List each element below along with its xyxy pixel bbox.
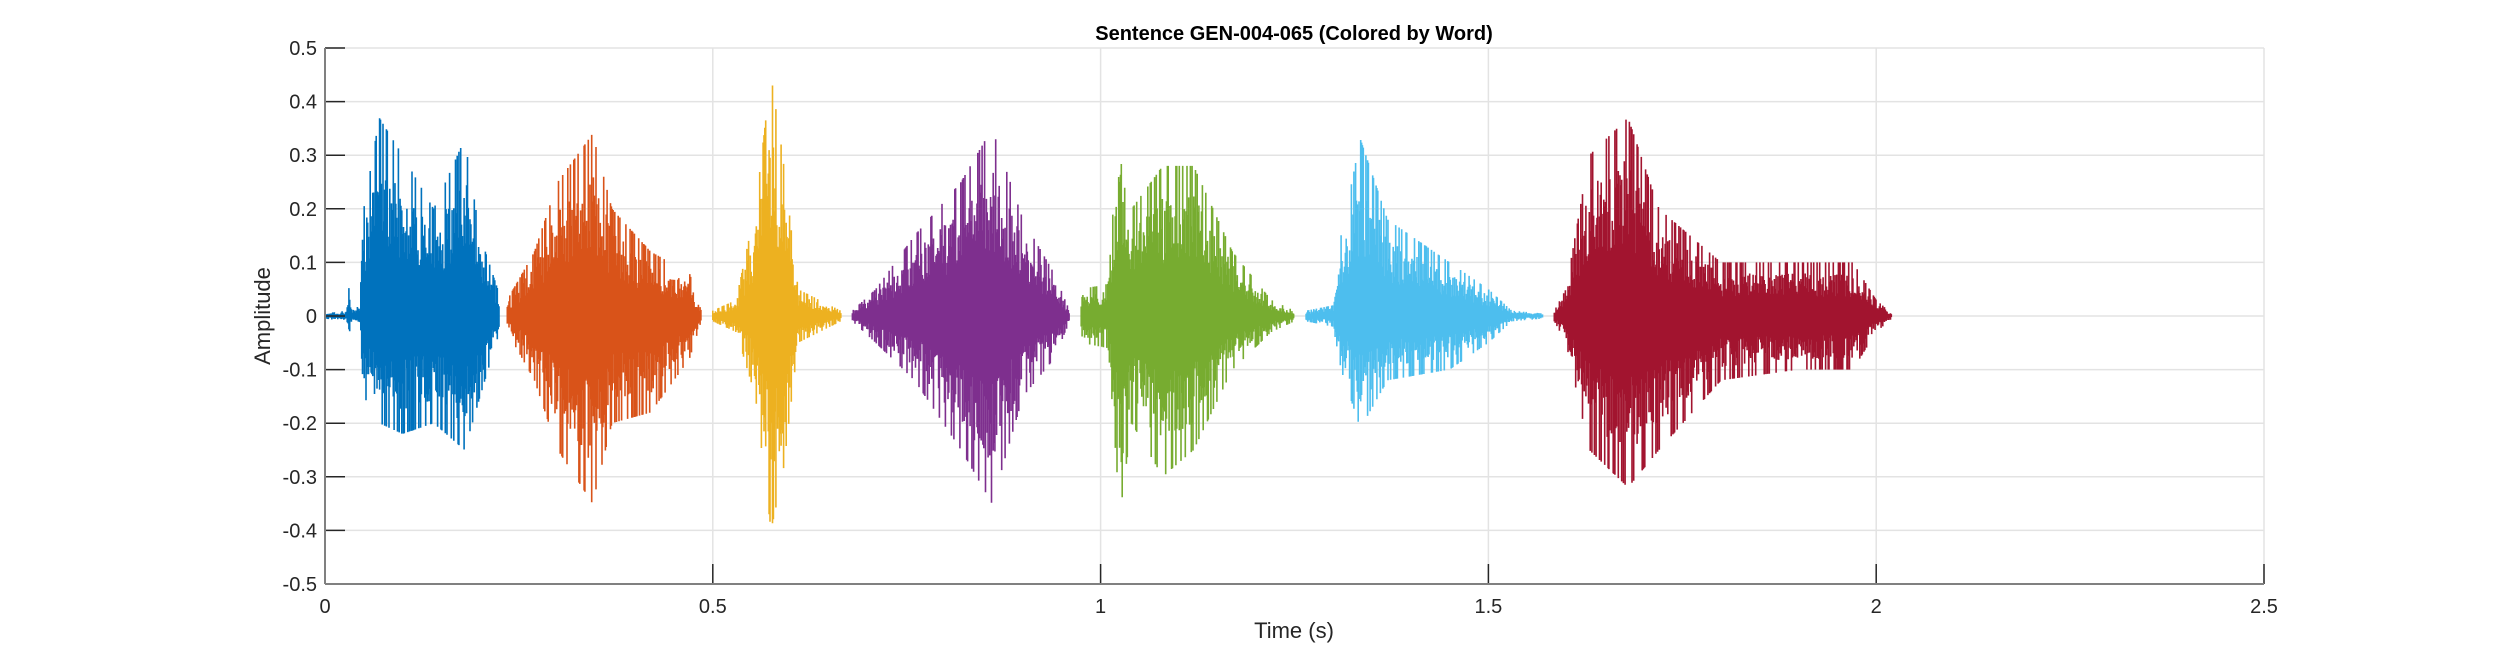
word-waveform-5	[1080, 164, 1295, 498]
axes	[324, 47, 2265, 585]
y-tick-label: -0.5	[283, 574, 317, 596]
y-tick-label: -0.4	[283, 520, 317, 542]
y-tick-label: -0.3	[283, 467, 317, 489]
y-tick-label: 0.4	[289, 92, 317, 114]
x-tick-label: 1.5	[1474, 596, 1502, 618]
x-tick-label: 2	[1871, 596, 1882, 618]
y-tick-label: -0.1	[283, 360, 317, 382]
word-waveform-3	[712, 85, 842, 524]
y-tick-label: 0.3	[289, 145, 317, 167]
y-tick-label: 0.2	[289, 199, 317, 221]
x-tick-label: 0.5	[699, 596, 727, 618]
y-tick-label: -0.2	[283, 413, 317, 435]
waveforms	[324, 85, 1893, 524]
x-tick-label: 2.5	[2250, 596, 2278, 618]
grid	[324, 47, 2265, 585]
x-tick-label: 1	[1095, 596, 1106, 618]
chart-title: Sentence GEN-004-065 (Colored by Word)	[1095, 23, 1493, 45]
y-tick-label: 0.5	[289, 38, 317, 60]
word-waveform-2	[506, 134, 702, 503]
y-axis-label: Amplitude	[250, 267, 275, 365]
x-axis-label: Time (s)	[1254, 618, 1334, 643]
word-waveform-7	[1553, 119, 1893, 485]
word-waveform-6	[1305, 140, 1544, 422]
x-tick-label: 0	[319, 596, 330, 618]
word-waveform-4	[851, 139, 1070, 503]
tick-labels: 0 0.5 1 1.5 2 2.5 0.5 0.4 0.3 0.2 0.1 0 -0.1 -0.2 -0.3…	[283, 38, 2278, 618]
y-tick-label: 0	[306, 306, 317, 328]
y-tick-label: 0.1	[289, 252, 317, 274]
